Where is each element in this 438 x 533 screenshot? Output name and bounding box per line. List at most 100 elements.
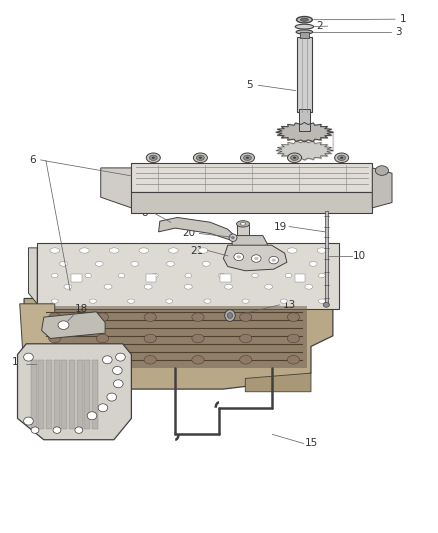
Ellipse shape bbox=[240, 334, 252, 343]
Ellipse shape bbox=[335, 153, 349, 163]
Ellipse shape bbox=[244, 155, 251, 160]
Ellipse shape bbox=[169, 248, 178, 253]
Ellipse shape bbox=[144, 334, 156, 343]
Ellipse shape bbox=[274, 261, 282, 266]
Ellipse shape bbox=[280, 299, 287, 303]
Ellipse shape bbox=[227, 312, 233, 318]
Text: 16: 16 bbox=[12, 358, 25, 367]
Ellipse shape bbox=[225, 285, 233, 289]
Text: 10: 10 bbox=[353, 251, 366, 261]
Ellipse shape bbox=[240, 223, 246, 225]
Ellipse shape bbox=[192, 334, 204, 343]
Ellipse shape bbox=[49, 313, 61, 321]
Text: 5: 5 bbox=[246, 80, 253, 90]
Bar bbox=[46, 360, 52, 429]
Ellipse shape bbox=[240, 313, 252, 321]
Text: 21: 21 bbox=[191, 246, 204, 255]
Ellipse shape bbox=[96, 334, 109, 343]
Bar bbox=[77, 360, 83, 429]
Ellipse shape bbox=[95, 261, 103, 266]
Polygon shape bbox=[276, 123, 333, 142]
Ellipse shape bbox=[96, 356, 109, 364]
Ellipse shape bbox=[202, 261, 210, 266]
Bar bbox=[31, 360, 37, 429]
Ellipse shape bbox=[265, 285, 272, 289]
Ellipse shape bbox=[252, 273, 258, 278]
Bar bbox=[84, 360, 90, 429]
Ellipse shape bbox=[240, 153, 254, 163]
Text: 8: 8 bbox=[141, 208, 148, 218]
Polygon shape bbox=[37, 306, 307, 368]
Bar bbox=[220, 274, 231, 282]
Polygon shape bbox=[245, 373, 311, 392]
Ellipse shape bbox=[238, 261, 246, 266]
Ellipse shape bbox=[58, 321, 69, 329]
Bar bbox=[237, 225, 249, 251]
Ellipse shape bbox=[131, 261, 139, 266]
Polygon shape bbox=[20, 304, 55, 373]
Ellipse shape bbox=[225, 310, 235, 321]
Bar bbox=[53, 360, 60, 429]
Ellipse shape bbox=[219, 273, 225, 278]
Ellipse shape bbox=[166, 261, 174, 266]
Ellipse shape bbox=[228, 248, 238, 253]
Ellipse shape bbox=[185, 273, 192, 278]
Ellipse shape bbox=[293, 157, 296, 159]
Ellipse shape bbox=[272, 259, 276, 262]
Bar bbox=[71, 274, 82, 282]
Ellipse shape bbox=[300, 18, 308, 21]
Ellipse shape bbox=[375, 166, 389, 175]
Ellipse shape bbox=[296, 30, 313, 34]
Ellipse shape bbox=[127, 299, 134, 303]
Ellipse shape bbox=[51, 299, 58, 303]
Ellipse shape bbox=[144, 313, 156, 321]
Ellipse shape bbox=[149, 155, 157, 160]
Ellipse shape bbox=[246, 157, 249, 159]
Ellipse shape bbox=[144, 356, 156, 364]
Bar bbox=[295, 274, 305, 282]
Ellipse shape bbox=[89, 299, 96, 303]
Ellipse shape bbox=[49, 334, 61, 343]
Ellipse shape bbox=[60, 261, 67, 266]
Polygon shape bbox=[18, 344, 131, 440]
Ellipse shape bbox=[251, 255, 261, 262]
Ellipse shape bbox=[234, 253, 244, 261]
Polygon shape bbox=[223, 245, 287, 271]
Ellipse shape bbox=[52, 273, 58, 278]
Bar bbox=[92, 360, 98, 429]
Ellipse shape bbox=[49, 356, 61, 364]
Ellipse shape bbox=[323, 303, 329, 307]
Polygon shape bbox=[131, 163, 372, 192]
Bar bbox=[299, 109, 310, 131]
Ellipse shape bbox=[144, 285, 152, 289]
Ellipse shape bbox=[204, 299, 211, 303]
Text: 15: 15 bbox=[304, 439, 318, 448]
Ellipse shape bbox=[50, 248, 60, 253]
Ellipse shape bbox=[75, 427, 83, 433]
Ellipse shape bbox=[231, 236, 235, 239]
Ellipse shape bbox=[118, 273, 125, 278]
Bar bbox=[300, 32, 309, 38]
Ellipse shape bbox=[291, 155, 299, 160]
Text: 1: 1 bbox=[399, 14, 406, 23]
Ellipse shape bbox=[113, 367, 122, 374]
Ellipse shape bbox=[104, 285, 112, 289]
Ellipse shape bbox=[110, 248, 119, 253]
Ellipse shape bbox=[297, 17, 312, 23]
Ellipse shape bbox=[96, 313, 109, 321]
Ellipse shape bbox=[287, 356, 300, 364]
Polygon shape bbox=[159, 217, 234, 240]
Ellipse shape bbox=[85, 273, 92, 278]
Ellipse shape bbox=[31, 427, 39, 433]
Ellipse shape bbox=[98, 404, 108, 411]
Text: 18: 18 bbox=[74, 304, 88, 314]
Ellipse shape bbox=[258, 248, 267, 253]
Ellipse shape bbox=[193, 153, 208, 163]
Ellipse shape bbox=[152, 157, 155, 159]
Ellipse shape bbox=[240, 356, 252, 364]
Bar bbox=[37, 243, 339, 309]
Ellipse shape bbox=[317, 248, 327, 253]
Bar bbox=[146, 274, 156, 282]
Ellipse shape bbox=[146, 153, 160, 163]
Ellipse shape bbox=[184, 285, 192, 289]
